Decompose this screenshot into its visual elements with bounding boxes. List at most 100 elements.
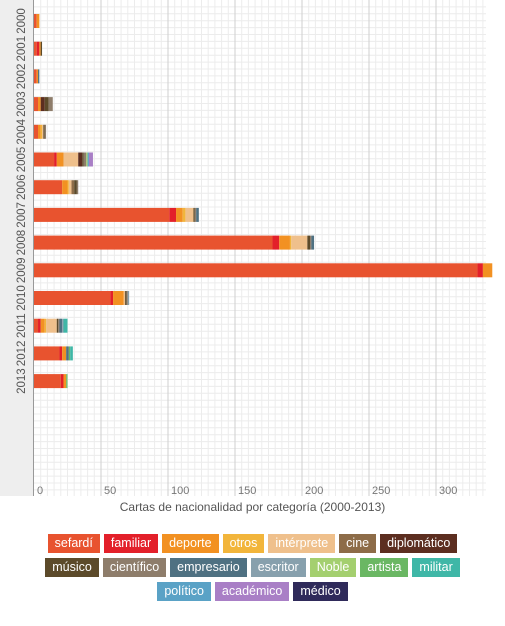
bar-segment: 2005 – académico: 3 [88, 152, 93, 167]
bar-segment: 2002 – empresario: 1 [38, 69, 40, 84]
legend-item[interactable]: artista [360, 558, 409, 577]
bar-segment: 2001 – sefardí: 2 [34, 41, 37, 56]
bar-segment: 2003 – sefardí: 3 [34, 97, 39, 112]
bar-segment: 2006 – deporte: 4 [62, 180, 68, 195]
bar-segment: 2013 – sefardí: 20 [34, 374, 61, 389]
y-category-label: 2001 [16, 36, 28, 62]
bar-segment: 2004 – músico: 1 [43, 124, 45, 139]
bar-segment: 2006 – cine: 2 [71, 180, 75, 195]
bar-segment: 2008 – científico: 1 [310, 235, 312, 250]
bar-segment: 2004 – científico: 1 [44, 124, 47, 139]
bar-segment: 2013 – deporte: 2 [63, 374, 67, 389]
bar-segment: 2009 – sefardí: 331 [34, 263, 478, 278]
x-tick-label: 200 [305, 485, 323, 497]
bar-segment: 2007 – familiar: 5 [169, 207, 177, 222]
bar-segment: 2007 – científico: 1 [194, 207, 197, 222]
y-category-label: 2006 [16, 174, 28, 200]
bar-segment: 2011 – deporte: 3 [40, 318, 45, 333]
x-tick-label: 300 [439, 485, 457, 497]
bar-segment: 2005 – político: 1 [87, 152, 89, 167]
stacked-bar-chart: 2000 – sefardí: 22000 – deporte: 2 2001 –… [0, 0, 493, 497]
bar-segment: 2011 – científico: 1 [58, 318, 60, 333]
bar-segment: 2011 – familiar: 2 [38, 318, 41, 333]
legend-item[interactable]: músico [45, 558, 99, 577]
y-category-label: 2005 [16, 147, 28, 173]
legend-item[interactable]: intérprete [268, 534, 336, 553]
bar-segment: 2003 – músico: 3 [44, 97, 49, 112]
bar-segment: 2010 – escritor: 1 [127, 291, 130, 305]
legend: sefardí familiar deporte otros intérprete cin… [30, 534, 475, 601]
bar-segment: 2002 – deporte: 1 [36, 69, 39, 84]
bar-segment: 2005 – diplomático: 3 [78, 152, 83, 167]
bar-segment: 2005 – sefardí: 15 [34, 152, 55, 167]
y-category-label: 2011 [16, 313, 28, 338]
bar-segment: 2008 – sefardí: 178 [34, 235, 273, 250]
bar-segment: 2000 – deporte: 2 [36, 14, 40, 28]
bar-segment: 2002 – sefardí: 2 [34, 69, 37, 84]
legend-item[interactable]: otros [222, 534, 265, 553]
bar-segment: 2008 – empresario: 2 [311, 235, 315, 250]
bar-segment: 2004 – intérprete: 1 [42, 124, 44, 139]
bar-segment: 2010 – científico: 1 [126, 291, 128, 305]
bar-segment: 2001 – familiar: 2 [36, 41, 40, 56]
bar-segment: 2013 – artista: 1 [66, 374, 68, 389]
bar-segment: 2010 – intérprete: 1 [123, 291, 126, 305]
bar-segment: 2010 – deporte: 8 [113, 291, 124, 305]
bar-segment: 2005 – Noble: 1 [86, 152, 88, 167]
x-tick-label: 100 [171, 485, 189, 497]
bar-segment: 2006 – intérprete: 2 [68, 180, 72, 195]
y-category-label: 2003 [16, 91, 28, 117]
bar-segment: 2007 – sefardí: 101 [34, 207, 170, 222]
legend-item[interactable]: Noble [309, 558, 357, 577]
legend-item[interactable]: científico [102, 558, 167, 577]
legend-item[interactable]: empresario [170, 558, 247, 577]
bar-segment: 2010 – músico: 1 [125, 291, 127, 305]
x-axis-label: Cartas de nacionalidad por categoría (20… [119, 500, 386, 514]
bar-segment: 2004 – otros: 1 [40, 124, 43, 139]
legend-item[interactable]: cine [339, 534, 377, 553]
legend-item[interactable]: político [157, 582, 211, 601]
bar-segment: 2008 – músico: 2 [307, 235, 311, 250]
bar-segment: 2003 – diplomático: 3 [40, 97, 45, 112]
legend-item[interactable]: militar [412, 558, 460, 577]
axis-band [0, 0, 33, 496]
bar-segment: 2008 – deporte: 8 [279, 235, 290, 250]
y-category-label: 2010 [16, 285, 28, 311]
bar-segment: 2011 – otros: 1 [44, 318, 47, 333]
x-tick-label: 0 [37, 485, 43, 497]
legend-item[interactable]: deporte [162, 534, 219, 553]
bar-segment: 2005 – músico: 1 [82, 152, 84, 167]
bar-segment: 2008 – familiar: 5 [272, 235, 280, 250]
legend-item[interactable]: diplomático [380, 534, 458, 553]
bar-segment: 2005 – intérprete: 11 [63, 152, 79, 167]
y-category-label: 2009 [16, 258, 28, 284]
bar-segment: 2012 – artista: 1 [68, 346, 71, 361]
bar-segment: 2004 – sefardí: 3 [34, 124, 39, 139]
y-category-label: 2007 [16, 202, 28, 228]
legend-item[interactable]: escritor [250, 558, 306, 577]
y-category-label: 2000 [16, 8, 28, 34]
legend-item[interactable]: sefardí [47, 534, 100, 553]
legend-item[interactable]: familiar [103, 534, 159, 553]
bars-layer: 2000 – sefardí: 22000 – deporte: 2 2001 –… [34, 14, 493, 389]
y-category-label: 2002 [16, 64, 28, 90]
legend-item[interactable]: médico [293, 582, 348, 601]
bar-segment: 2006 – músico: 2 [74, 180, 77, 195]
bar-segment: 2007 – intérprete: 6 [185, 207, 194, 222]
y-category-label: 2008 [16, 230, 28, 256]
y-category-label: 2013 [16, 368, 28, 394]
bar-segment: 2009 – deporte: 7 [482, 263, 493, 278]
bar-segment: 2011 – músico: 1 [56, 318, 59, 333]
bar-segment: 2012 – deporte: 3 [62, 346, 67, 361]
bar-segment: 2006 – científico: 1 [76, 180, 79, 195]
bar-segment: 2003 – deporte: 2 [38, 97, 41, 112]
bar-segment: 2006 – otros: 1 [67, 180, 69, 195]
bar-segment: 2012 – familiar: 2 [59, 346, 63, 361]
bar-segment: 2007 – empresario: 2 [196, 207, 199, 222]
legend-item[interactable]: académico [214, 582, 290, 601]
bar-segment: 2011 – empresario: 2 [59, 318, 63, 333]
x-tick-label: 50 [104, 485, 116, 497]
x-tick-label: 150 [238, 485, 256, 497]
bar-segment: 2008 – otros: 1 [289, 235, 292, 250]
bar-segment: 2003 – científico: 3 [48, 97, 53, 112]
